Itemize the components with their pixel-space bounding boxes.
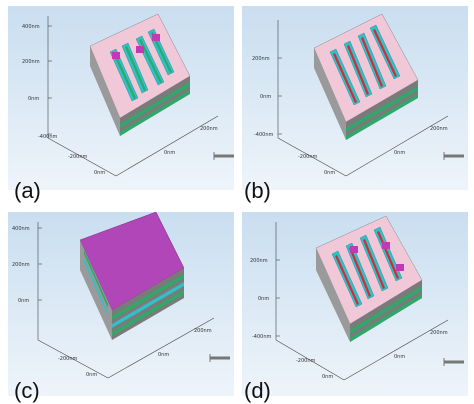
panel-d-figure: 200nm 0nm -400nm -200nm 0nm 0nm 200nm: [242, 212, 468, 396]
axes: [277, 20, 449, 177]
z-tick: 400nm: [12, 226, 30, 232]
z-tick: 0nm: [18, 298, 29, 304]
panel-c-caption: (c): [14, 378, 40, 403]
axes: [47, 16, 219, 177]
panel-a-caption: (a): [14, 178, 41, 203]
z-tick: -400nm: [38, 134, 58, 140]
device-block: [89, 13, 191, 136]
x-tick: 0nm: [394, 150, 405, 156]
panel-d-caption: (d): [244, 378, 271, 403]
y-tick: -200nm: [298, 154, 318, 160]
z-tick: -400nm: [254, 132, 274, 138]
axes: [275, 222, 449, 381]
scale-bar: [213, 152, 234, 160]
y-tick: 0nm: [322, 374, 333, 380]
x-tick: 200nm: [430, 330, 448, 336]
panel-a-figure: 400nm 200nm 0nm -400nm -200nm 0nm 0nm 20…: [8, 6, 234, 190]
panel-b: 200nm 0nm -400nm -200nm 0nm 0nm 200nm: [242, 6, 468, 190]
x-tick: 0nm: [158, 352, 169, 358]
z-tick: -400nm: [252, 334, 272, 340]
device-block: [315, 215, 423, 342]
z-tick: 200nm: [252, 56, 270, 62]
x-tick: 200nm: [194, 328, 212, 334]
panel-b-caption: (b): [244, 178, 271, 203]
panel-c: 400nm 200nm 0nm -200nm 0nm 0nm 200nm: [8, 212, 234, 396]
panel-c-figure: 400nm 200nm 0nm -200nm 0nm 0nm 200nm: [8, 212, 234, 396]
y-tick: 0nm: [324, 170, 335, 176]
device-block: [313, 13, 419, 140]
x-tick: 0nm: [394, 354, 405, 360]
y-tick: 0nm: [94, 170, 105, 176]
x-tick: 200nm: [430, 126, 448, 132]
axes: [37, 222, 215, 379]
z-tick: 200nm: [22, 59, 40, 65]
scale-bar: [443, 358, 464, 366]
device-block: [79, 212, 185, 340]
z-tick: 200nm: [12, 262, 30, 268]
y-tick: -200nm: [68, 154, 88, 160]
z-tick: 0nm: [258, 296, 269, 302]
z-tick: 400nm: [22, 24, 40, 30]
x-tick: 0nm: [164, 150, 175, 156]
scale-bar: [209, 354, 230, 362]
z-tick: 0nm: [28, 96, 39, 102]
scale-bar: [443, 152, 464, 160]
panel-b-figure: 200nm 0nm -400nm -200nm 0nm 0nm 200nm: [242, 6, 468, 190]
x-tick: 200nm: [200, 126, 218, 132]
y-tick: -200nm: [58, 356, 78, 362]
y-tick: -200nm: [296, 358, 316, 364]
panel-a: 400nm 200nm 0nm -400nm -200nm 0nm 0nm 20…: [8, 6, 234, 190]
z-tick: 200nm: [250, 258, 268, 264]
y-tick: 0nm: [86, 372, 97, 378]
z-tick: 0nm: [260, 94, 271, 100]
panel-d: 200nm 0nm -400nm -200nm 0nm 0nm 200nm: [242, 212, 468, 396]
